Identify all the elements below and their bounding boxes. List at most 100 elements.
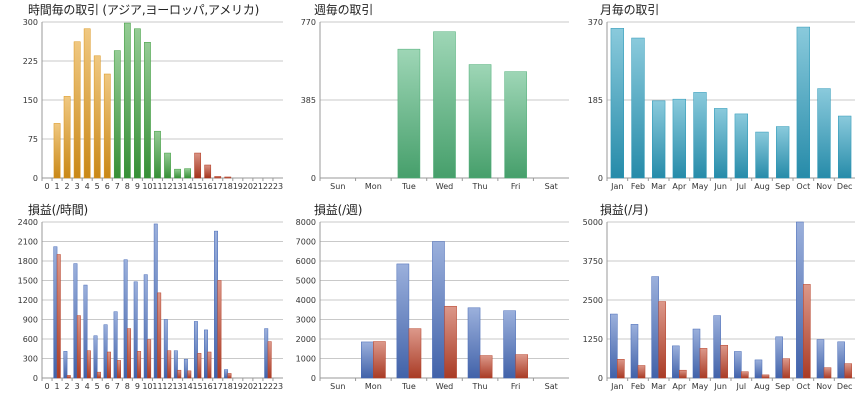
bar [796,221,804,379]
x-tick-label: 21 [253,182,263,191]
x-tick-label: Jan [610,382,623,391]
bar [127,328,132,379]
bar [823,367,832,379]
bar [803,284,811,379]
x-tick-label: Jul [736,182,747,191]
x-tick-label: 22 [263,382,273,391]
x-tick-label: 19 [233,182,243,191]
x-tick-label: 16 [203,382,213,391]
y-tick-label: 3000 [296,316,316,325]
bar [93,335,98,379]
bar [224,369,229,379]
y-tick-label: 8000 [296,218,316,227]
bar [637,365,646,379]
y-tick-label: 6000 [296,257,316,266]
x-tick-label: Sun [330,182,345,191]
x-tick-label: 23 [273,382,283,391]
y-tick-label: 300 [23,18,38,27]
bar [83,28,91,179]
bar [193,321,198,379]
x-tick-label: 13 [172,182,182,191]
x-tick-label: 12 [162,382,172,391]
x-tick-label: 0 [44,182,49,191]
y-tick-label: 385 [301,96,316,105]
x-tick-label: Apr [672,382,687,391]
y-tick-label: 75 [28,135,38,144]
x-tick-label: Sun [330,382,345,391]
bar [741,371,749,379]
bar [408,328,422,379]
bar [504,71,527,179]
x-tick-label: 5 [95,182,100,191]
y-tick-label: 0 [311,174,316,183]
y-tick-label: 0 [33,374,38,383]
bar [610,313,618,379]
x-tick-label: 0 [44,382,49,391]
x-tick-label: 5 [95,382,100,391]
bar [610,28,624,179]
bar [693,92,707,179]
x-tick-label: Jul [736,382,747,391]
y-tick-label: 900 [23,316,38,325]
bar [207,351,212,379]
y-tick-label: 185 [588,96,603,105]
x-tick-label: 10 [142,182,152,191]
x-tick-label: Wed [436,382,453,391]
bar [153,223,158,379]
x-tick-label: 20 [243,182,253,191]
bar [157,292,162,379]
bar [754,359,763,379]
bar [631,37,645,179]
x-tick-label: Mar [651,182,667,191]
chart-title: 損益(/月) [600,203,649,217]
x-tick-label: 11 [152,382,162,391]
x-tick-label: 12 [162,182,172,191]
chart-panel-monthly-trades: 月毎の取引 0 185 370 Jan Feb Mar Apr May Jun Jul Aug Sep… [572,0,858,200]
y-tick-label: 5000 [296,277,316,286]
chart-panel-weekly-trades: 週毎の取引 0 385 770 Sun Mon Tue Wed Thu Fri Sat [286,0,572,200]
y-tick-label: 1800 [18,257,38,266]
bar [184,168,191,179]
y-tick-label: 1250 [583,335,603,344]
bar [755,131,769,179]
bar [796,26,810,179]
bar [107,351,111,379]
bar [503,310,516,379]
bar [66,375,71,379]
x-tick-label: May [692,382,709,391]
x-tick-label: Nov [816,182,832,191]
y-tick-label: 770 [301,18,316,27]
x-tick-label: Thu [472,382,488,391]
x-tick-label: 13 [172,382,182,391]
bar [204,164,212,179]
bar [775,336,783,379]
x-tick-label: Fri [511,182,521,191]
x-tick-label: 10 [142,382,152,391]
bar [163,319,168,379]
bar [96,371,101,379]
bar [224,176,232,179]
x-tick-label: Sat [545,182,558,191]
bar [134,28,141,179]
bar [837,341,845,379]
bar [816,339,825,379]
x-tick-label: 14 [183,182,193,191]
y-tick-label: 0 [311,374,316,383]
x-tick-label: 6 [105,382,110,391]
bar [143,274,148,379]
bar [267,341,272,379]
bar [117,360,121,379]
x-tick-label: 8 [125,182,130,191]
x-tick-label: Tue [401,382,416,391]
bar [734,113,748,179]
bar [699,348,708,379]
chart-svg: 0 1250 2500 3750 5000 Jan Feb Mar Apr May Jun Jul Au… [583,218,855,391]
x-tick-label: 11 [152,182,162,191]
bar [123,22,131,179]
bar [214,230,218,379]
x-tick-label: Oct [796,182,810,191]
x-tick-label: Tue [401,182,416,191]
x-tick-label: Sat [545,382,558,391]
y-tick-label: 2100 [18,238,38,247]
bar [197,353,202,379]
